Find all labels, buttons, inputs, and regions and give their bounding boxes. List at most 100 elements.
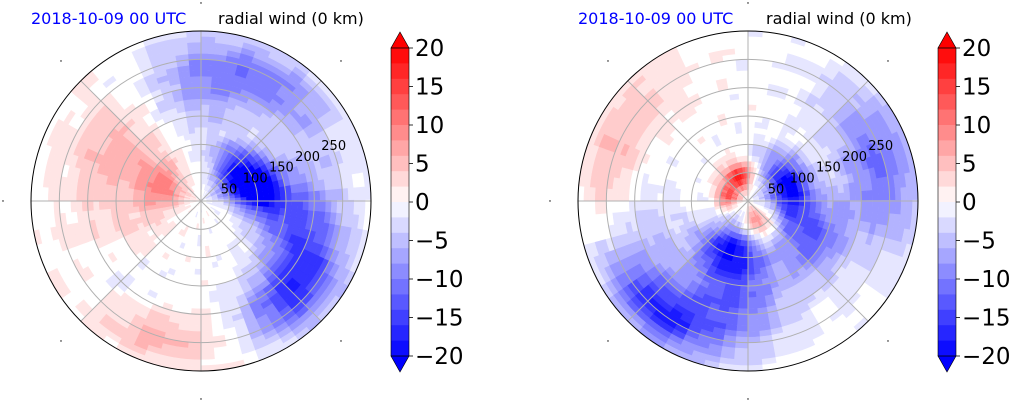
field-cell <box>657 185 665 195</box>
field-cell <box>675 92 689 104</box>
field-cell <box>714 321 728 330</box>
field-cell <box>882 282 897 299</box>
field-cell <box>644 257 656 271</box>
field-cell <box>759 201 766 204</box>
field-cell <box>588 144 599 161</box>
field-cell <box>621 102 636 118</box>
field-cell <box>719 42 735 51</box>
colorbar-tick-label: 20 <box>415 36 444 62</box>
field-cell <box>793 293 806 304</box>
field-cell <box>735 267 743 275</box>
field-cell <box>198 201 201 207</box>
field-cell <box>651 208 659 219</box>
field-cell <box>850 137 862 151</box>
field-cell <box>175 105 186 114</box>
field-cell <box>587 257 600 275</box>
field-cell <box>261 237 271 247</box>
field-cell <box>824 284 837 297</box>
field-cell <box>639 288 653 303</box>
field-cell <box>671 220 679 229</box>
field-cell <box>149 192 157 198</box>
field-cell <box>353 186 360 201</box>
field-cell <box>748 336 762 343</box>
field-cell <box>693 103 705 114</box>
field-cell <box>110 185 118 195</box>
field-cell <box>181 128 190 136</box>
field-cell <box>696 88 710 99</box>
field-cell <box>802 344 819 356</box>
field-cell <box>774 348 791 358</box>
field-cell <box>36 243 47 261</box>
field-cell <box>209 144 216 152</box>
field-cell <box>65 177 73 191</box>
field-cell <box>607 91 623 108</box>
field-cell <box>110 201 117 210</box>
field-cell <box>642 104 656 118</box>
field-cell <box>190 196 196 200</box>
field-cell <box>792 204 800 210</box>
field-cell <box>754 110 764 118</box>
field-cell <box>859 210 867 222</box>
field-cell <box>116 145 127 157</box>
field-cell <box>282 176 291 187</box>
radial-tick-label: 250 <box>868 139 893 154</box>
field-cell <box>717 222 725 230</box>
field-cell <box>279 304 293 318</box>
field-cell <box>731 204 738 209</box>
field-cell <box>708 197 715 202</box>
field-cell <box>260 298 274 310</box>
field-cell <box>762 111 772 119</box>
field-cell <box>295 326 312 341</box>
field-cell <box>804 349 822 362</box>
field-cell <box>182 218 189 225</box>
field-cell <box>78 88 93 104</box>
field-cell <box>751 191 756 197</box>
field-cell <box>850 149 861 163</box>
field-cell <box>201 364 218 371</box>
field-cell <box>687 67 702 79</box>
field-cell <box>284 138 295 150</box>
field-cell <box>743 178 747 185</box>
field-cell <box>702 197 709 202</box>
field-cell <box>747 144 753 151</box>
field-cell <box>677 318 692 331</box>
field-cell <box>107 252 118 264</box>
field-cell <box>647 174 655 185</box>
field-cell <box>200 161 205 168</box>
angular-tick-mark <box>607 60 609 62</box>
field-cell <box>248 61 264 73</box>
field-cell <box>736 330 749 338</box>
field-cell <box>346 212 354 228</box>
field-cell <box>210 190 216 196</box>
field-cell <box>876 211 884 225</box>
field-cell <box>210 168 216 176</box>
field-cell <box>149 58 165 69</box>
field-cell <box>768 208 775 214</box>
field-cell <box>739 115 748 123</box>
field-cell <box>606 201 613 215</box>
field-cell <box>665 155 675 166</box>
field-cell <box>757 255 765 263</box>
field-cell <box>168 220 176 227</box>
field-cell <box>640 209 648 221</box>
field-cell <box>342 199 349 214</box>
field-cell <box>802 184 810 192</box>
field-cell <box>172 201 179 204</box>
field-cell <box>91 228 101 241</box>
field-cell <box>206 179 211 186</box>
field-cell <box>911 184 918 201</box>
field-cell <box>215 230 222 238</box>
field-cell <box>747 121 755 128</box>
field-cell <box>817 252 828 264</box>
field-cell <box>634 96 648 111</box>
field-cell <box>192 245 198 253</box>
field-cell <box>152 94 165 104</box>
field-cell <box>733 182 739 189</box>
field-cell <box>696 58 712 69</box>
field-cell <box>200 144 206 151</box>
field-cell <box>729 133 738 141</box>
field-cell <box>226 186 234 192</box>
field-cell <box>209 295 220 303</box>
field-cell <box>902 242 913 260</box>
field-cell <box>748 234 752 241</box>
